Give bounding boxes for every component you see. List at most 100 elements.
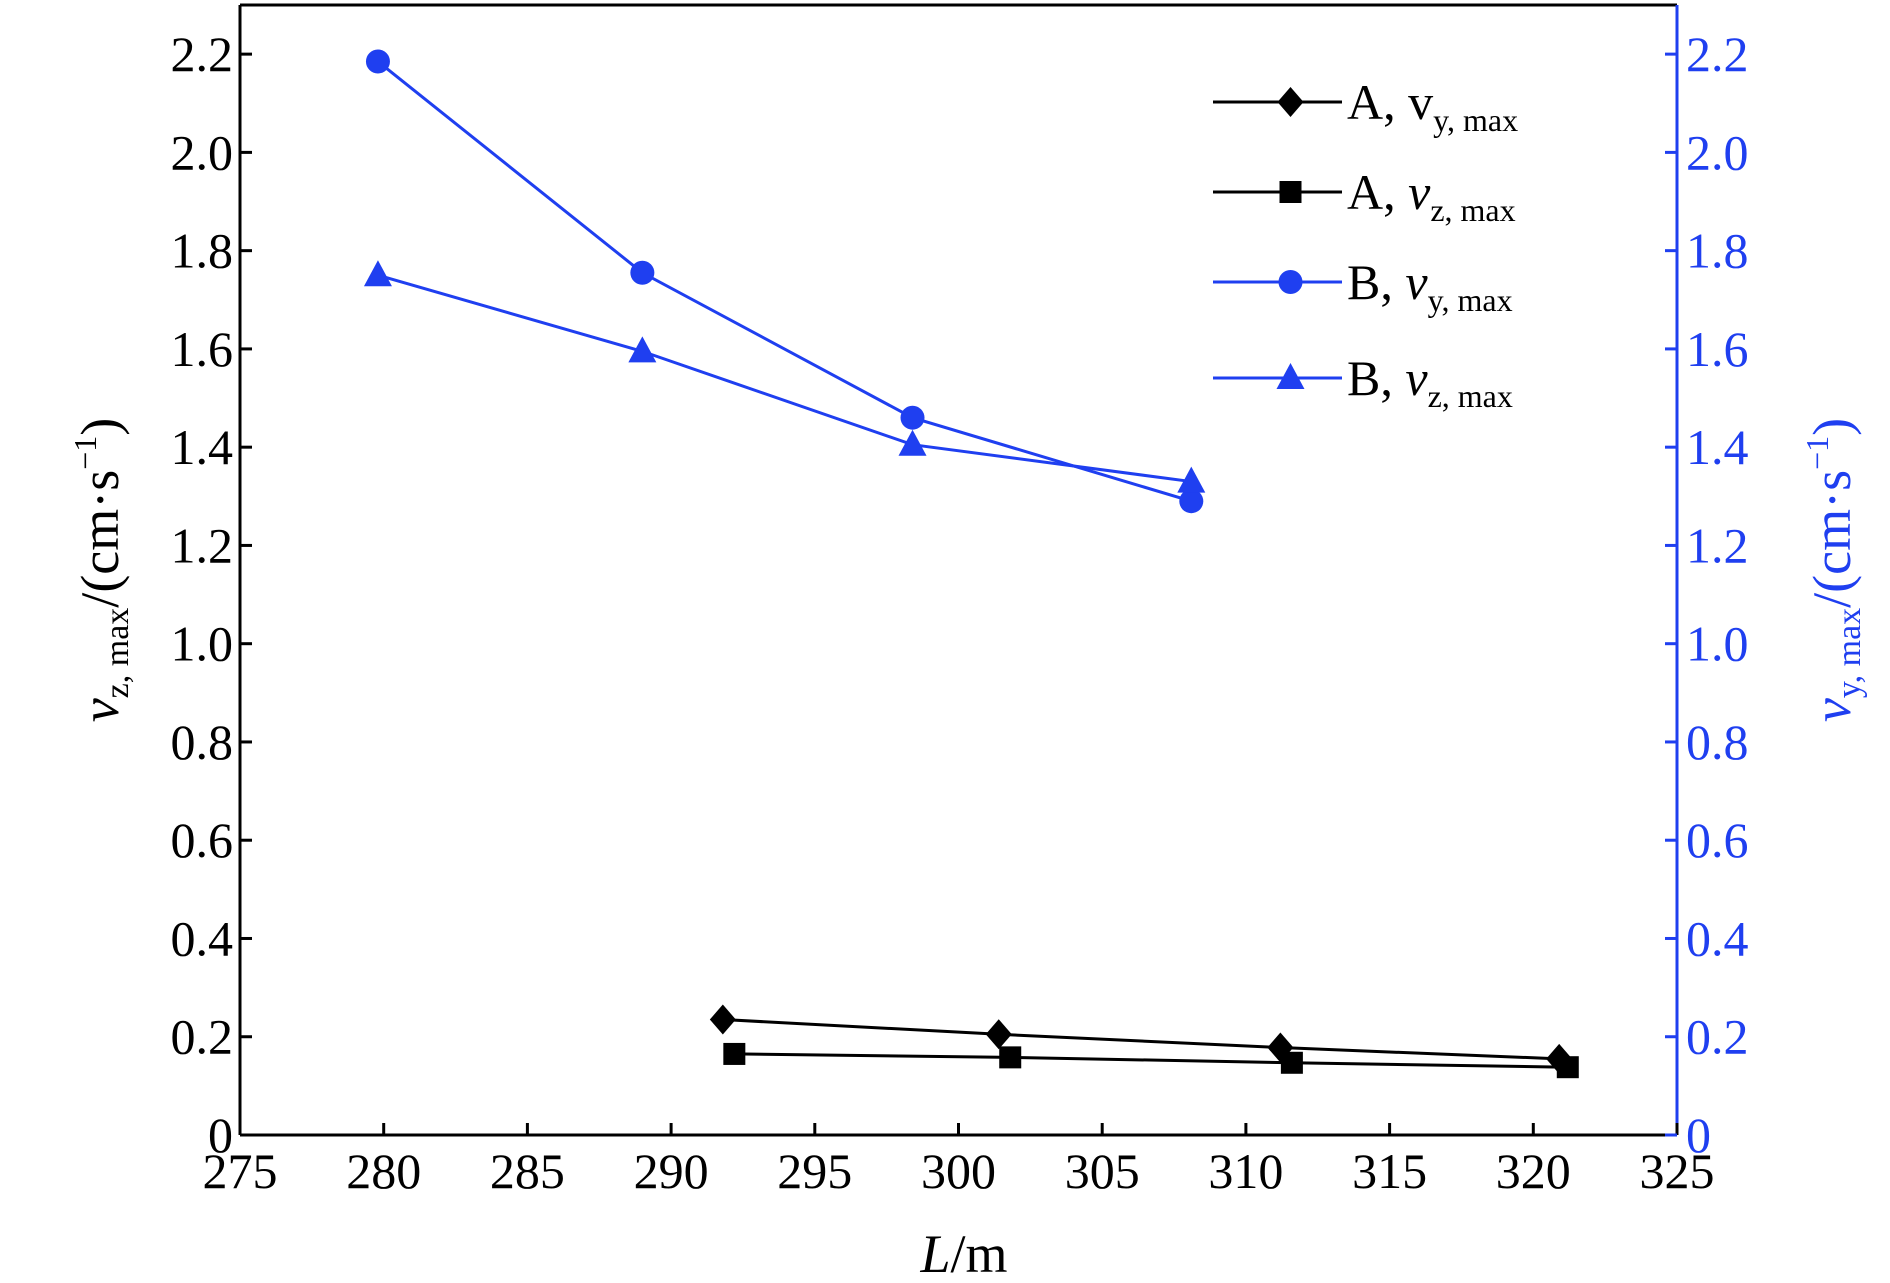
legend-label-sub: y, max [1428, 282, 1513, 318]
legend-label: A, vz, max [1347, 164, 1516, 228]
y-left-tick-label: 1.2 [171, 517, 234, 573]
data-point-circle [365, 49, 390, 74]
series-layer [363, 49, 1579, 1079]
y-right-tick-label: 1.6 [1686, 321, 1749, 377]
x-tick-label: 285 [490, 1143, 565, 1199]
y-left-tick-label: 0.6 [171, 812, 234, 868]
x-tick-label: 300 [921, 1143, 996, 1199]
data-point-triangle [628, 336, 657, 363]
y-right-title-close: ) [1802, 418, 1862, 436]
series-triangle [363, 260, 1206, 493]
x-tick-label: 290 [634, 1143, 709, 1199]
series-diamond [709, 1004, 1573, 1074]
data-point-circle [900, 405, 925, 430]
y-right-tick-label: 1.0 [1686, 616, 1749, 672]
y-right-title-unit: /(cm·s [1802, 470, 1862, 608]
data-point-diamond [709, 1004, 736, 1035]
series-line-diamond [722, 1018, 1560, 1061]
y-right-tick-label: 2.2 [1686, 26, 1749, 82]
y-left-tick-label: 0.4 [171, 910, 234, 966]
x-axis: 275 280 285 290 295 300 305 310 315 320 325 [203, 1123, 1715, 1199]
y-axis-right: 0 0.2 0.4 0.6 0.8 1.0 1.2 1.4 1.6 1.8 2.0 2.2 [1665, 26, 1749, 1163]
y-left-title-main: v [70, 698, 130, 722]
data-point-square [1556, 1056, 1579, 1079]
series-line-circle [377, 60, 1192, 503]
legend-item-triangle: B, vz, max [1213, 350, 1513, 414]
data-point-circle [630, 260, 655, 285]
y-axis-left: 0 0.2 0.4 0.6 0.8 1.0 1.2 1.4 1.6 1.8 2.0 2.2 [171, 26, 252, 1163]
x-tick-label: 280 [346, 1143, 421, 1199]
y-right-tick-label: 0.6 [1686, 812, 1749, 868]
data-point-diamond [985, 1019, 1012, 1050]
data-point-circle [1179, 489, 1204, 514]
data-point-triangle [363, 260, 392, 287]
y-left-tick-label: 0 [208, 1107, 233, 1163]
y-right-title-sup: −1 [1799, 436, 1835, 470]
legend-label-var: v [1405, 254, 1428, 310]
y-left-title-unit: /(cm·s [70, 470, 130, 608]
y-right-tick-label: 0 [1686, 1107, 1711, 1163]
legend-marker-triangle [1276, 363, 1305, 389]
legend-label-sub: y, max [1433, 102, 1518, 138]
y-left-tick-label: 0.8 [171, 714, 234, 770]
y-left-tick-label: 1.4 [171, 419, 234, 475]
series-line-triangle [377, 273, 1192, 484]
legend-label-sub: z, max [1430, 192, 1515, 228]
legend-item-diamond: A, vy, max [1213, 74, 1518, 138]
y-left-title-sub: z, max [99, 608, 136, 699]
series-circle [365, 49, 1204, 514]
y-left-tick-label: 1.0 [171, 616, 234, 672]
x-axis-title: L/m [919, 1224, 1007, 1283]
y-right-tick-label: 1.8 [1686, 223, 1749, 279]
y-left-tick-label: 0.2 [171, 1009, 234, 1065]
legend-marker-circle [1278, 270, 1303, 294]
y-right-tick-label: 0.4 [1686, 910, 1749, 966]
x-axis-title-unit: /m [951, 1224, 1008, 1283]
data-point-square [999, 1046, 1022, 1069]
legend-label-lead: A, [1347, 164, 1408, 220]
legend-label-var: v [1408, 74, 1433, 130]
data-point-triangle [1177, 466, 1206, 493]
legend-label-lead: B, [1347, 254, 1405, 310]
legend-marker-diamond [1277, 87, 1304, 117]
y-left-tick-label: 1.8 [171, 223, 234, 279]
x-tick-label: 295 [777, 1143, 852, 1199]
x-tick-label: 315 [1352, 1143, 1427, 1199]
legend-label-lead: B, [1347, 350, 1405, 406]
legend-marker-square [1279, 181, 1302, 203]
plot-frame [238, 3, 1679, 1137]
x-tick-label: 305 [1065, 1143, 1140, 1199]
legend-label-lead: A, [1347, 74, 1408, 130]
legend-label: B, vy, max [1347, 254, 1513, 318]
data-point-square [1280, 1051, 1303, 1074]
y-right-tick-label: 0.2 [1686, 1009, 1749, 1065]
legend-label: A, vy, max [1347, 74, 1518, 138]
y-left-title-sup: −1 [67, 436, 103, 470]
x-tick-label: 310 [1208, 1143, 1283, 1199]
legend-label-var: v [1408, 164, 1431, 220]
legend-item-square: A, vz, max [1213, 164, 1516, 228]
x-tick-label: 320 [1496, 1143, 1571, 1199]
legend-label-var: v [1405, 350, 1428, 406]
series-line-square [734, 1052, 1568, 1069]
y-left-title-close: ) [70, 418, 130, 436]
y-right-tick-label: 1.4 [1686, 419, 1749, 475]
legend-item-circle: B, vy, max [1213, 254, 1513, 318]
x-axis-title-main: L [919, 1224, 950, 1283]
y-left-tick-label: 2.2 [171, 26, 234, 82]
legend-label: B, vz, max [1347, 350, 1513, 414]
y-right-tick-label: 0.8 [1686, 714, 1749, 770]
x-tick-label: 275 [203, 1143, 278, 1199]
y-right-title-main: v [1802, 698, 1862, 722]
legend-label-sub: z, max [1428, 378, 1513, 414]
data-point-square [723, 1042, 746, 1065]
y-right-tick-label: 1.2 [1686, 517, 1749, 573]
y-left-tick-label: 1.6 [171, 321, 234, 377]
y-axis-left-title: vz, max/(cm·s−1) [67, 418, 136, 723]
y-axis-right-title: vy, max/(cm·s−1) [1799, 418, 1868, 722]
y-right-tick-label: 2.0 [1686, 124, 1749, 180]
y-left-tick-label: 2.0 [171, 124, 234, 180]
x-tick-label: 325 [1640, 1143, 1715, 1199]
